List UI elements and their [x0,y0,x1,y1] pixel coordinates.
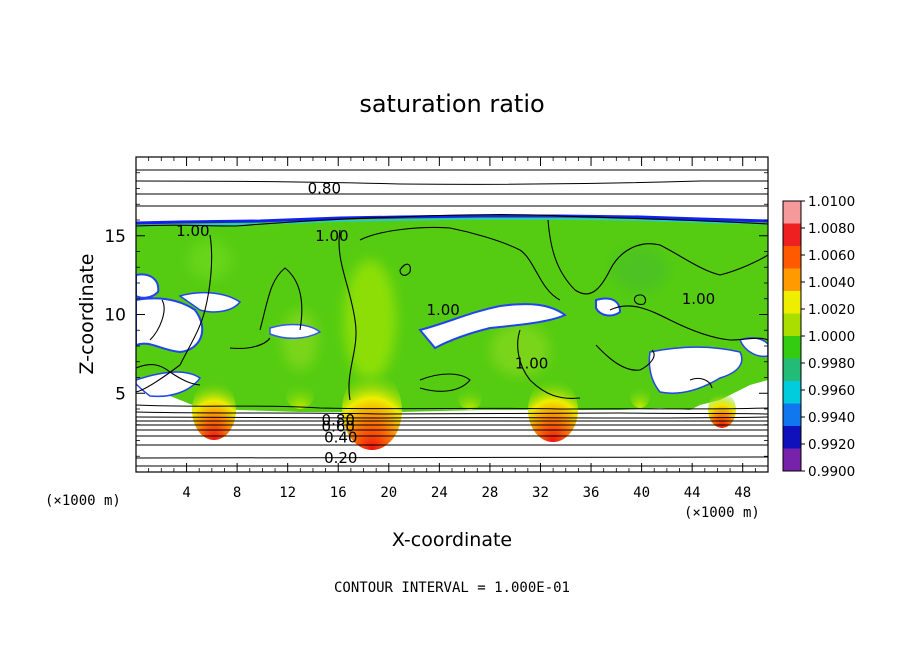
y-tick-label: 15 [104,227,126,247]
colorbar-swatch [783,448,801,472]
y-axis-label: Z-coordinate [76,254,98,375]
y-tick-label: 5 [115,384,126,404]
cloud-top-edge [136,214,768,225]
contour-label: 0.80 [308,180,341,198]
colorbar-label: 1.0020 [808,302,855,318]
x-tick-label: 32 [532,485,549,501]
colorbar-swatch [783,291,801,314]
y-tick-label: 10 [104,306,126,326]
hot-spot [192,380,236,440]
x-tick-label: 20 [380,485,397,501]
colorbar-label: 0.9920 [808,437,855,453]
x-tick-label: 48 [734,485,751,501]
contour-label: 0.60 [322,417,355,435]
x-tick-label: 4 [182,485,190,501]
x-tick-label: 12 [279,485,296,501]
x-tick-label: 40 [633,485,650,501]
colorbar-swatch [783,313,801,337]
x-tick-label: 36 [583,485,600,501]
colorbar-swatch [783,268,801,292]
contour-label: 0.80 [322,411,355,429]
subsaturated-holes [136,273,768,398]
x-unit-right: (×1000 m) [684,505,760,521]
y-axis: 5 10 15 [104,172,768,457]
colorbar-swatch [783,223,801,247]
colorbar-label: 1.0000 [808,329,855,345]
colorbar-swatch [783,381,801,404]
colorbar-label: 0.9960 [808,383,855,399]
contour-label: 0.40 [324,428,357,446]
plot-area [136,157,768,472]
colorbar-swatch [783,426,801,449]
colorbar-swatch [783,201,801,224]
colorbar-swatch [783,336,801,359]
contour-label: 1.00 [176,222,209,240]
colorbar-label: 0.9980 [808,356,855,372]
x-axis: 4 8 12 16 20 24 28 32 36 40 44 48 [148,157,756,501]
x-unit-left: (×1000 m) [45,493,121,509]
x-axis-label: X-coordinate [392,529,512,551]
contour-label: 1.00 [515,354,548,372]
x-tick-label: 16 [330,485,347,501]
x-tick-label: 24 [431,485,448,501]
contour-label: 1.00 [426,301,459,319]
colorbar-label: 0.9940 [808,410,855,426]
colorbar: 1.0100 1.0080 1.0060 1.0040 1.0020 1.0000 0.99… [782,194,855,480]
colorbar-label: 1.0100 [808,194,855,210]
contour-label: 1.00 [682,290,715,308]
cloud-top-cyan [136,218,768,227]
colorbar-label: 0.9900 [808,464,855,480]
contours-lower [136,169,768,467]
contour-labels: 0.801.00 1.001.001.001.000.800.600.400.20 [176,180,715,467]
contours-1.00 [136,214,768,401]
colorbar-swatch [783,358,801,382]
x-tick-label: 28 [481,485,498,501]
texture-layer [188,240,668,380]
colorbar-swatch [783,403,801,427]
x-tick-label: 44 [684,485,701,501]
colorbar-swatch [783,246,801,269]
colorbar-label: 1.0040 [808,275,855,291]
contour-interval-note: CONTOUR INTERVAL = 1.000E-01 [334,580,570,596]
hot-spot [708,392,736,428]
colorbar-label: 1.0060 [808,248,855,264]
contour-label: 1.00 [315,227,348,245]
x-tick-label: 8 [233,485,241,501]
colorbar-label: 1.0080 [808,221,855,237]
contour-label: 0.20 [324,449,357,467]
chart-title: saturation ratio [359,90,544,118]
hot-spot [528,378,578,442]
